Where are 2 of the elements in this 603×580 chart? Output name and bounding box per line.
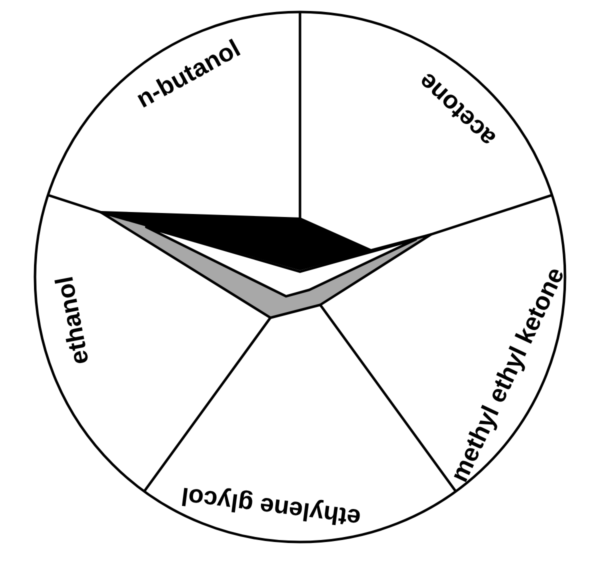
spoke-label: ethanol: [50, 274, 95, 367]
spoke-label: ethylene glycol: [180, 482, 362, 532]
